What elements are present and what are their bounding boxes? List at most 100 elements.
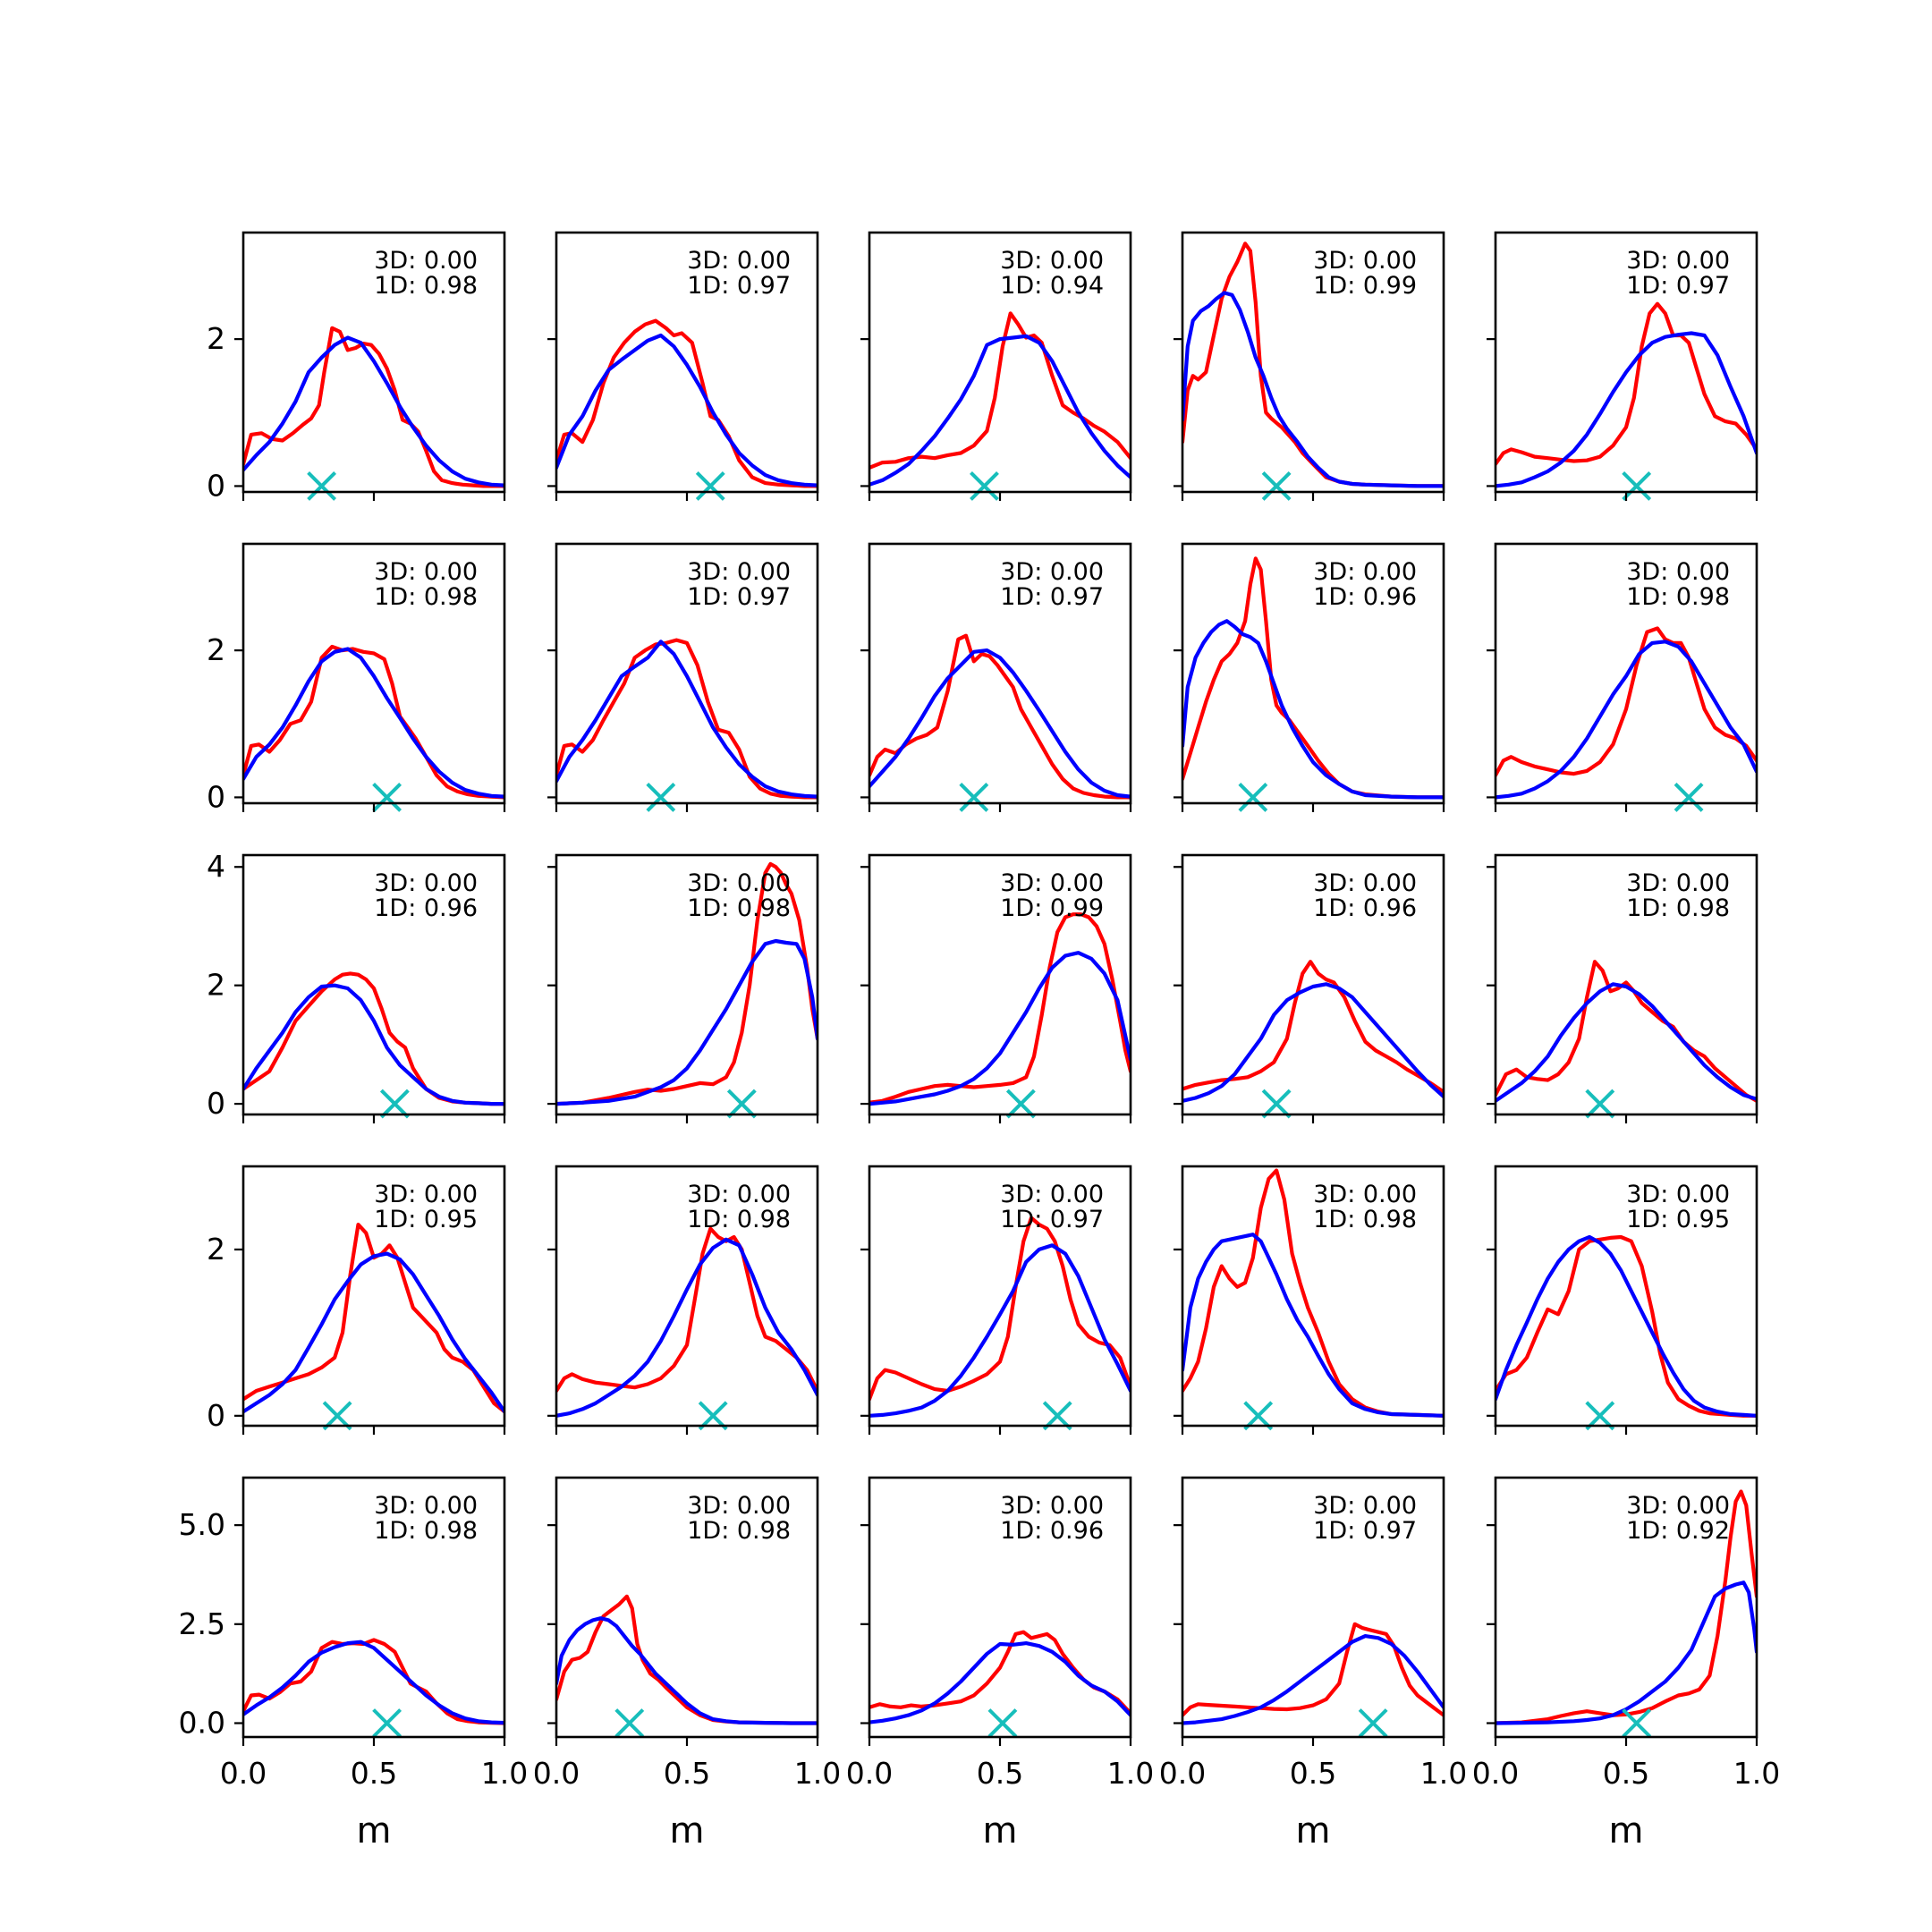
x-marker-stroke (372, 783, 402, 812)
x-marker-stroke (646, 783, 676, 812)
y-tick-label: 2 (207, 968, 225, 1003)
red-series-line (243, 644, 504, 800)
red-series-line (1182, 960, 1444, 1094)
blue-series-line (869, 1640, 1131, 1724)
annotation-text: 1D: 0.98 (687, 1206, 791, 1233)
y-tick-label: 2.5 (179, 1606, 225, 1641)
red-series-line (1496, 301, 1757, 466)
x-axis-label: m (357, 1810, 392, 1852)
annotation-text: 1D: 0.97 (1626, 272, 1730, 300)
x-marker-stroke (695, 471, 725, 501)
annotation-text: 1D: 0.97 (1000, 583, 1104, 611)
annotation-text: 3D: 0.00 (687, 869, 791, 897)
annotation-text: 1D: 0.92 (1626, 1517, 1730, 1545)
y-tick-label: 0 (207, 1398, 225, 1433)
x-marker-stroke (614, 1708, 645, 1738)
annotation-text: 3D: 0.00 (687, 1181, 791, 1208)
x-marker (379, 1089, 410, 1119)
annotation-text: 1D: 0.98 (1626, 894, 1730, 922)
x-tick-label: 0.0 (533, 1756, 580, 1791)
annotation-text: 1D: 0.98 (374, 272, 478, 300)
red-series-line (869, 633, 1131, 800)
annotation-text: 1D: 0.96 (374, 894, 478, 922)
annotation-text: 3D: 0.00 (1626, 1181, 1730, 1208)
blue-series-line (1496, 982, 1757, 1103)
blue-series-line (1182, 619, 1444, 800)
annotation-text: 1D: 0.99 (1000, 894, 1104, 922)
annotation-text: 1D: 0.96 (1313, 583, 1417, 611)
red-series-line (1496, 1489, 1757, 1725)
x-marker (1622, 1708, 1652, 1738)
annotation-text: 1D: 0.98 (1626, 583, 1730, 611)
x-marker-stroke (307, 471, 337, 501)
blue-series-line (556, 1616, 818, 1725)
annotation-text: 1D: 0.97 (687, 583, 791, 611)
x-marker (1358, 1708, 1388, 1738)
red-series-line (243, 1638, 504, 1725)
x-axis-label: m (1296, 1810, 1331, 1852)
blue-series-line (1182, 291, 1444, 488)
x-tick-label: 0.0 (1472, 1756, 1519, 1791)
y-tick-label: 2 (207, 1232, 225, 1267)
x-marker (307, 471, 337, 501)
annotation-text: 3D: 0.00 (374, 558, 478, 586)
red-series-line (1496, 626, 1757, 777)
blue-series-line (556, 640, 818, 799)
x-marker (970, 471, 999, 501)
x-tick-label: 1.0 (1733, 1756, 1780, 1791)
annotation-text: 3D: 0.00 (1313, 1181, 1417, 1208)
x-tick-label: 1.0 (1107, 1756, 1154, 1791)
x-marker (1005, 1089, 1036, 1119)
x-marker (614, 1708, 645, 1738)
x-marker (1261, 1089, 1292, 1119)
x-tick-label: 0.0 (1159, 1756, 1206, 1791)
y-tick-label: 4 (207, 849, 225, 884)
x-marker (695, 471, 725, 501)
blue-series-line (243, 1640, 504, 1725)
x-marker (1261, 471, 1292, 501)
x-marker (646, 783, 676, 812)
y-tick-label: 2 (207, 632, 225, 667)
x-marker (726, 1089, 757, 1119)
annotation-text: 1D: 0.96 (1000, 1517, 1104, 1545)
x-axis-label: m (983, 1810, 1018, 1852)
annotation-text: 3D: 0.00 (374, 869, 478, 897)
x-marker-stroke (379, 1089, 410, 1119)
x-tick-label: 1.0 (481, 1756, 528, 1791)
x-marker-stroke (1622, 1708, 1652, 1738)
annotation-text: 1D: 0.96 (1313, 894, 1417, 922)
annotation-text: 1D: 0.98 (374, 1517, 478, 1545)
red-series-line (243, 326, 504, 488)
x-tick-label: 0.5 (664, 1756, 710, 1791)
x-marker-stroke (970, 471, 999, 501)
red-series-line (1182, 1622, 1444, 1717)
annotation-text: 1D: 0.97 (1000, 1206, 1104, 1233)
x-marker (1585, 1089, 1615, 1119)
red-series-line (1496, 1234, 1757, 1418)
red-series-line (243, 1222, 504, 1414)
x-marker-stroke (1622, 471, 1652, 501)
annotation-text: 3D: 0.00 (1313, 869, 1417, 897)
annotation-text: 1D: 0.95 (374, 1206, 478, 1233)
annotation-text: 1D: 0.98 (687, 1517, 791, 1545)
annotation-text: 1D: 0.98 (374, 583, 478, 611)
blue-series-line (1496, 331, 1757, 488)
annotation-text: 1D: 0.97 (1313, 1517, 1417, 1545)
annotation-text: 3D: 0.00 (1000, 869, 1104, 897)
annotation-text: 3D: 0.00 (1313, 247, 1417, 275)
blue-series-line (1182, 982, 1444, 1103)
x-tick-label: 0.0 (220, 1756, 267, 1791)
annotation-text: 1D: 0.98 (687, 894, 791, 922)
